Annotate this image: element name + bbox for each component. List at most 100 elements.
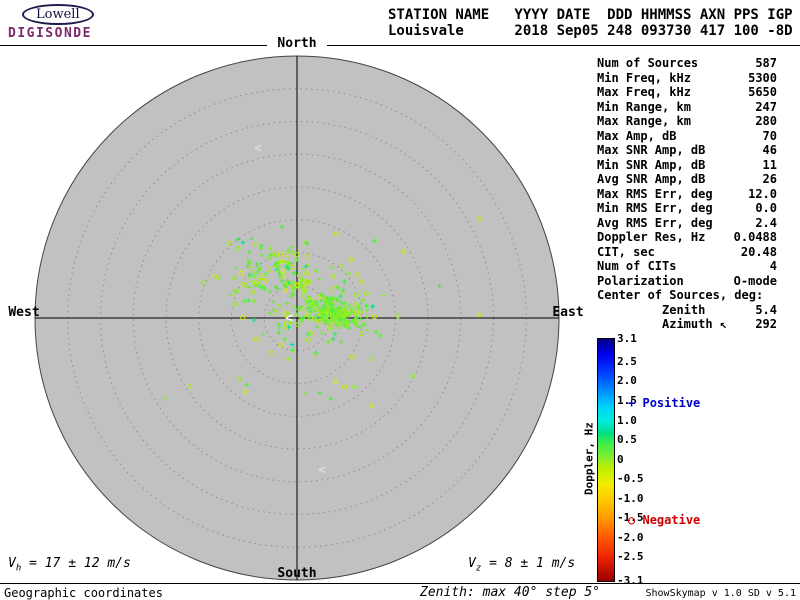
velocity-symbol: V — [468, 556, 476, 571]
colorbar-tick-label: -0.5 — [617, 472, 644, 485]
colorbar-ticks: 3.1 2.5 2.0 1.5 1.0 0.5 0 -0.5 -1.0 -1.5 -2.0 -2.5 -… — [617, 332, 659, 587]
stats-panel: Num of Sources 587 Min Freq, kHz 5300 Max Fr… — [597, 56, 777, 332]
stat-label: Polarization — [597, 273, 684, 288]
colorbar-tick-label: 0.5 — [617, 433, 637, 446]
colorbar-tick-label: 1.5 — [617, 394, 637, 407]
chevron-mark: < — [318, 463, 326, 478]
legend-negative: ○ Negative — [628, 513, 700, 527]
stat-label: Min Freq, kHz — [597, 70, 691, 85]
footer-divider — [0, 583, 800, 584]
lowell-logo-oval: Lowell — [22, 4, 94, 25]
stat-label: Max Amp, dB — [597, 128, 677, 143]
stat-row: Max Range, km 280 — [597, 114, 777, 129]
colorbar-title: Doppler, Hz — [582, 422, 596, 495]
horizontal-velocity-label: Vh = 17 ± 12 m/s — [8, 556, 131, 574]
stat-value: 0.0488 — [733, 230, 777, 244]
scatter-points — [163, 216, 482, 409]
stat-label: Min SNR Amp, dB — [597, 157, 706, 172]
chevron-mark: < — [285, 311, 293, 326]
stat-value: 11 — [762, 157, 777, 172]
legend-negative-label: Negative — [642, 513, 701, 527]
legend-positive: + Positive — [628, 396, 700, 410]
stat-value: 5300 — [748, 70, 777, 85]
lowell-logo: Lowell DIGISONDE — [8, 3, 128, 41]
stat-row: Doppler Res, Hz 0.0488 — [597, 230, 777, 245]
colorbar-tick-label: -3.1 — [617, 573, 644, 587]
compass-south-label: South — [277, 566, 317, 581]
stat-row: Avg RMS Err, deg 2.4 — [597, 216, 777, 231]
stat-value: 4 — [769, 259, 777, 273]
stat-label: Max SNR Amp, dB — [597, 143, 706, 157]
header-divider — [0, 45, 800, 46]
skymap-plot: < < < — [34, 55, 560, 581]
compass-east-label: East — [552, 305, 584, 320]
stat-value: 5.4 — [755, 302, 777, 317]
velocity-symbol: V — [8, 556, 16, 571]
stat-label: Num of CITs — [597, 259, 677, 273]
colorbar-tick-label: 1.0 — [617, 413, 637, 427]
stat-value: 2.4 — [755, 215, 777, 230]
stat-value: 70 — [762, 128, 777, 143]
doppler-colorbar — [597, 338, 615, 582]
legend-positive-label: Positive — [642, 396, 701, 410]
compass-west-label: West — [8, 305, 40, 320]
stat-row: Max Amp, dB 70 — [597, 129, 777, 144]
colorbar-tick-label: 3.1 — [617, 331, 637, 345]
stat-row: Min SNR Amp, dB 11 — [597, 158, 777, 173]
stat-label: Min RMS Err, deg — [597, 201, 713, 215]
vertical-velocity-value: = 8 ± 1 m/s — [489, 556, 576, 571]
stat-value: 247 — [755, 99, 777, 114]
colorbar-tick-label: 2.5 — [617, 354, 637, 368]
velocity-subscript-z: z — [475, 563, 482, 574]
horizontal-velocity-value: = 17 ± 12 m/s — [29, 556, 131, 571]
stat-label: Zenith — [662, 302, 706, 317]
stat-row: CIT, sec 20.48 — [597, 245, 777, 260]
stat-label: Num of Sources — [597, 56, 699, 70]
stat-value: 5650 — [748, 85, 777, 99]
stat-value: 587 — [755, 56, 777, 70]
stat-value: 20.48 — [740, 244, 777, 259]
stat-label: Doppler Res, Hz — [597, 230, 706, 244]
stat-value: 0.0 — [755, 201, 777, 215]
circle-marker-icon: ○ — [628, 513, 636, 527]
stat-label: Center of Sources, deg: — [597, 288, 764, 302]
stat-row: Min Freq, kHz 5300 — [597, 71, 777, 86]
velocity-subscript-h: h — [15, 563, 22, 574]
stat-value: 280 — [755, 114, 777, 128]
stat-row: Zenith 5.4 — [597, 303, 777, 318]
stat-row: Min Range, km 247 — [597, 100, 777, 115]
compass-north-label: North — [267, 36, 327, 51]
stat-row: Max RMS Err, deg 12.0 — [597, 187, 777, 202]
stat-row: Min RMS Err, deg 0.0 — [597, 201, 777, 216]
stat-value: 12.0 — [748, 186, 777, 201]
header-column-titles: STATION NAME YYYY DATE DDD HHMMSS AXN PP… — [388, 7, 793, 23]
colorbar-tick-label: -1.0 — [617, 491, 644, 505]
stat-row: Num of Sources 587 — [597, 56, 777, 71]
stat-label: CIT, sec — [597, 244, 655, 259]
stat-value: O-mode — [733, 273, 777, 288]
digisonde-wordmark: DIGISONDE — [8, 26, 92, 41]
stat-label: Avg RMS Err, deg — [597, 215, 713, 230]
colorbar-tick-label: 2.0 — [617, 374, 637, 388]
stat-value: 292 — [755, 317, 777, 331]
stat-label: Max Freq, kHz — [597, 85, 691, 99]
colorbar-tick-label: 0 — [617, 452, 624, 466]
stat-label: Max Range, km — [597, 114, 691, 128]
stat-row: Center of Sources, deg: — [597, 288, 777, 303]
coordinates-label: Geographic coordinates — [4, 586, 163, 600]
stat-row: Azimuth ↖ 292 — [597, 317, 777, 332]
zenith-range-label: Zenith: max 40° step 5° — [420, 585, 601, 600]
stat-row: Polarization O-mode — [597, 274, 777, 289]
lowell-brand-text: Lowell — [36, 7, 80, 22]
chevron-mark: < — [254, 141, 262, 156]
vertical-velocity-label: Vz = 8 ± 1 m/s — [468, 556, 575, 574]
version-label: ShowSkymap v 1.0 SD v 5.1 — [645, 588, 796, 599]
colorbar-tick-label: -2.0 — [617, 530, 644, 544]
stat-row: Max SNR Amp, dB 46 — [597, 143, 777, 158]
stat-value: 46 — [762, 143, 777, 157]
plus-marker-icon: + — [628, 396, 636, 410]
stat-label: Min Range, km — [597, 99, 691, 114]
header-station-values: Louisvale 2018 Sep05 248 093730 417 100 … — [388, 23, 793, 39]
colorbar-tick-label: -1.5 — [617, 511, 644, 524]
stat-label: Azimuth ↖ — [662, 317, 728, 331]
